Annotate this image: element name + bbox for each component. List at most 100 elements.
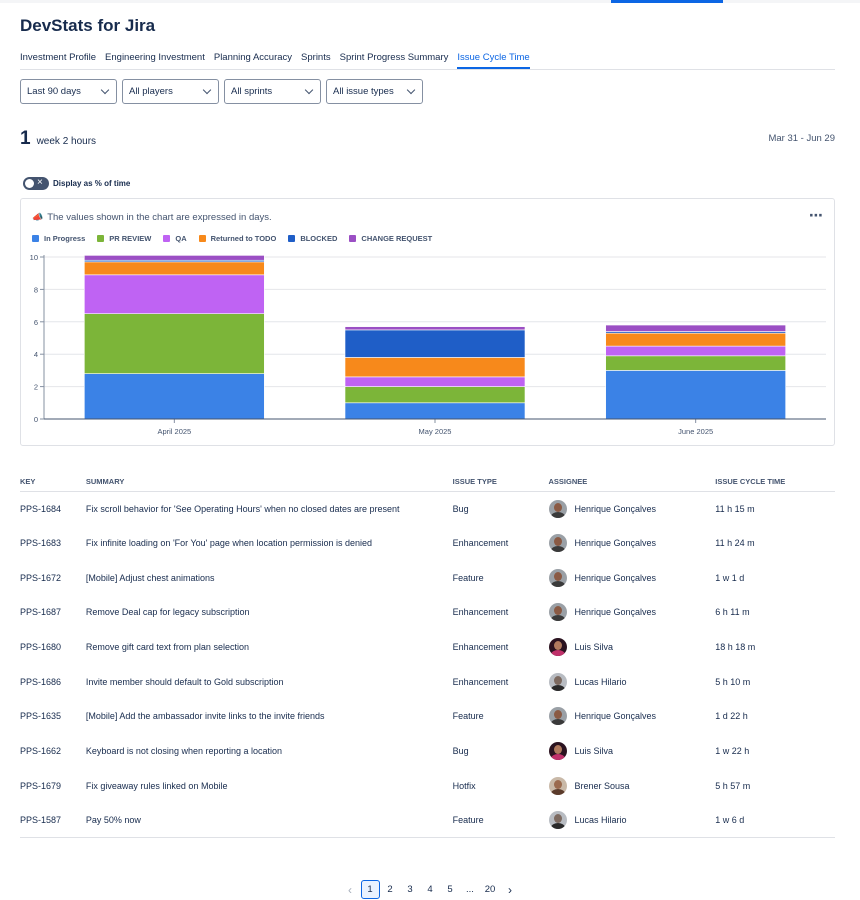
issue-key-cell[interactable]: PPS-1680	[20, 642, 62, 653]
filter-value: All sprints	[231, 86, 273, 97]
tab-planning-accuracy[interactable]: Planning Accuracy	[213, 52, 293, 63]
players-select[interactable]: All players	[122, 79, 219, 104]
percent-toggle-label: Display as % of time	[53, 179, 131, 188]
issue-summary-cell[interactable]: Remove Deal cap for legacy subscription	[85, 607, 250, 618]
prev-page-icon[interactable]: ‹	[348, 882, 352, 897]
tab-sprint-progress-summary[interactable]: Sprint Progress Summary	[339, 52, 449, 63]
next-page-icon[interactable]: ›	[508, 882, 512, 897]
avatar-face	[553, 710, 562, 720]
avatar-body	[550, 546, 565, 553]
table-row[interactable]: PPS-1587 Pay 50% now Feature Lucas Hilario 1…	[20, 803, 835, 839]
tab-investment-profile[interactable]: Investment Profile	[20, 52, 97, 63]
more-options-icon[interactable]: ⋯	[809, 207, 823, 223]
issue-type-cell: Feature	[452, 803, 549, 839]
table-header-row: KEY SUMMARY ISSUE TYPE ASSIGNEE ISSUE CYCLE …	[20, 472, 835, 492]
avatar-body	[550, 719, 565, 726]
table-row[interactable]: PPS-1683 Fix infinite loading on 'For You…	[20, 526, 835, 561]
table-row[interactable]: PPS-1684 Fix scroll behavior for 'See Ope…	[20, 491, 835, 526]
legend-swatch	[163, 235, 171, 242]
issue-summary-cell[interactable]: [Mobile] Adjust chest animations	[85, 572, 215, 583]
issue-key-cell[interactable]: PPS-1683	[20, 538, 62, 549]
date-range-select[interactable]: Last 90 days	[20, 79, 117, 104]
total-cycle-value: 1	[20, 128, 31, 149]
page-4[interactable]: 4	[427, 884, 433, 895]
page-2[interactable]: 2	[387, 884, 393, 895]
chart-card: 📣 The values shown in the chart are expr…	[20, 198, 835, 446]
tab-sprints[interactable]: Sprints	[301, 52, 331, 63]
legend-item-change-request[interactable]: CHANGE REQUEST	[349, 234, 432, 243]
issue-type-cell: Enhancement	[452, 642, 509, 653]
page-5[interactable]: 5	[447, 884, 453, 895]
issue-summary-cell[interactable]: Keyboard is not closing when reporting a…	[85, 746, 283, 757]
cycle-time-cell: 1 w 22 h	[715, 746, 750, 757]
percent-toggle[interactable]: ×	[23, 177, 49, 190]
top-accent-bar	[611, 0, 723, 3]
sprints-select[interactable]: All sprints	[224, 79, 321, 104]
issue-summary-cell[interactable]: Pay 50% now	[85, 803, 453, 839]
page-20[interactable]: 20	[484, 884, 496, 895]
avatar-body	[550, 580, 565, 587]
assignee-cell: Henrique Gonçalves	[548, 526, 716, 561]
assignee-cell: Luis Silva	[548, 630, 716, 665]
filter-value: All issue types	[333, 86, 394, 97]
tab-engineering-investment[interactable]: Engineering Investment	[105, 52, 205, 63]
col-summary-header[interactable]: SUMMARY	[85, 472, 453, 492]
bar-segment-in-progress	[344, 402, 526, 420]
table-row[interactable]: PPS-1672 [Mobile] Adjust chest animations…	[20, 560, 835, 595]
table-row[interactable]: PPS-1679 Fix giveaway rules linked on Mob…	[20, 769, 835, 804]
issue-summary-cell[interactable]: Fix infinite loading on 'For You' page w…	[85, 538, 373, 549]
legend-swatch	[32, 235, 39, 242]
megaphone-icon: 📣	[32, 212, 44, 222]
legend-label: CHANGE REQUEST	[361, 234, 433, 243]
bar-segment-blocked	[344, 329, 526, 358]
table-row[interactable]: PPS-1680 Remove gift card text from plan …	[20, 630, 835, 665]
legend-item-blocked[interactable]: BLOCKED	[288, 234, 337, 243]
legend-item-qa[interactable]: QA	[163, 234, 187, 243]
issue-summary-cell[interactable]: Invite member should default to Gold sub…	[85, 676, 284, 687]
col-key-header[interactable]: KEY	[20, 472, 86, 492]
issue-type-cell: Enhancement	[452, 538, 509, 549]
issue-summary-cell[interactable]: [Mobile] Add the ambassador invite links…	[85, 711, 325, 722]
page-3[interactable]: 3	[407, 884, 413, 895]
assignee-cell: Henrique Gonçalves	[548, 491, 716, 526]
cycle-time-cell: 18 h 18 m	[715, 642, 756, 653]
date-range: Mar 31 - Jun 29	[768, 133, 835, 144]
chart-note-text: The values shown in the chart are expres…	[47, 212, 272, 223]
issue-key-cell[interactable]: PPS-1635	[20, 711, 62, 722]
assignee-name: Brener Sousa	[574, 780, 630, 791]
avatar-body	[550, 684, 565, 691]
issue-key-cell[interactable]: PPS-1587	[20, 803, 86, 839]
issue-key-cell[interactable]: PPS-1679	[20, 780, 62, 791]
table-row[interactable]: PPS-1662 Keyboard is not closing when rep…	[20, 734, 835, 769]
page-1[interactable]: 1	[360, 880, 380, 899]
legend-item-in-progress[interactable]: In Progress	[32, 234, 85, 243]
legend-swatch	[288, 235, 296, 242]
legend-item-returned-to-todo[interactable]: Returned to TODO	[198, 234, 276, 243]
col-cycle-time-header[interactable]: ISSUE CYCLE TIME	[715, 472, 835, 492]
issue-types-select[interactable]: All issue types	[326, 79, 423, 104]
y-tick-label: 8	[34, 285, 38, 294]
issue-key-cell[interactable]: PPS-1662	[20, 746, 62, 757]
legend-swatch	[349, 235, 357, 242]
tab-bar: Investment Profile Engineering Investment…	[20, 52, 835, 70]
assignee-cell: Henrique Gonçalves	[548, 699, 716, 734]
issue-key-cell[interactable]: PPS-1684	[20, 503, 62, 514]
y-tick-label: 4	[34, 350, 38, 359]
table-row[interactable]: PPS-1687 Remove Deal cap for legacy subsc…	[20, 595, 835, 630]
tab-issue-cycle-time[interactable]: Issue Cycle Time	[457, 52, 530, 69]
table-row[interactable]: PPS-1635 [Mobile] Add the ambassador invi…	[20, 699, 835, 734]
legend-item-pr-review[interactable]: PR REVIEW	[97, 234, 151, 243]
cycle-time-cell: 5 h 10 m	[715, 676, 751, 687]
issue-key-cell[interactable]: PPS-1687	[20, 607, 62, 618]
assignee: Henrique Gonçalves	[548, 568, 716, 587]
issue-summary-cell[interactable]: Remove gift card text from plan selectio…	[85, 642, 249, 653]
issue-summary-cell[interactable]: Fix scroll behavior for 'See Operating H…	[85, 503, 400, 514]
assignee: Luis Silva	[548, 638, 716, 657]
toggle-off-icon: ×	[37, 177, 43, 188]
issue-key-cell[interactable]: PPS-1672	[20, 572, 62, 583]
table-row[interactable]: PPS-1686 Invite member should default to …	[20, 664, 835, 699]
issue-summary-cell[interactable]: Fix giveaway rules linked on Mobile	[85, 780, 228, 791]
col-assignee-header[interactable]: ASSIGNEE	[548, 472, 716, 492]
issue-key-cell[interactable]: PPS-1686	[20, 676, 62, 687]
col-issue-type-header[interactable]: ISSUE TYPE	[452, 472, 549, 492]
